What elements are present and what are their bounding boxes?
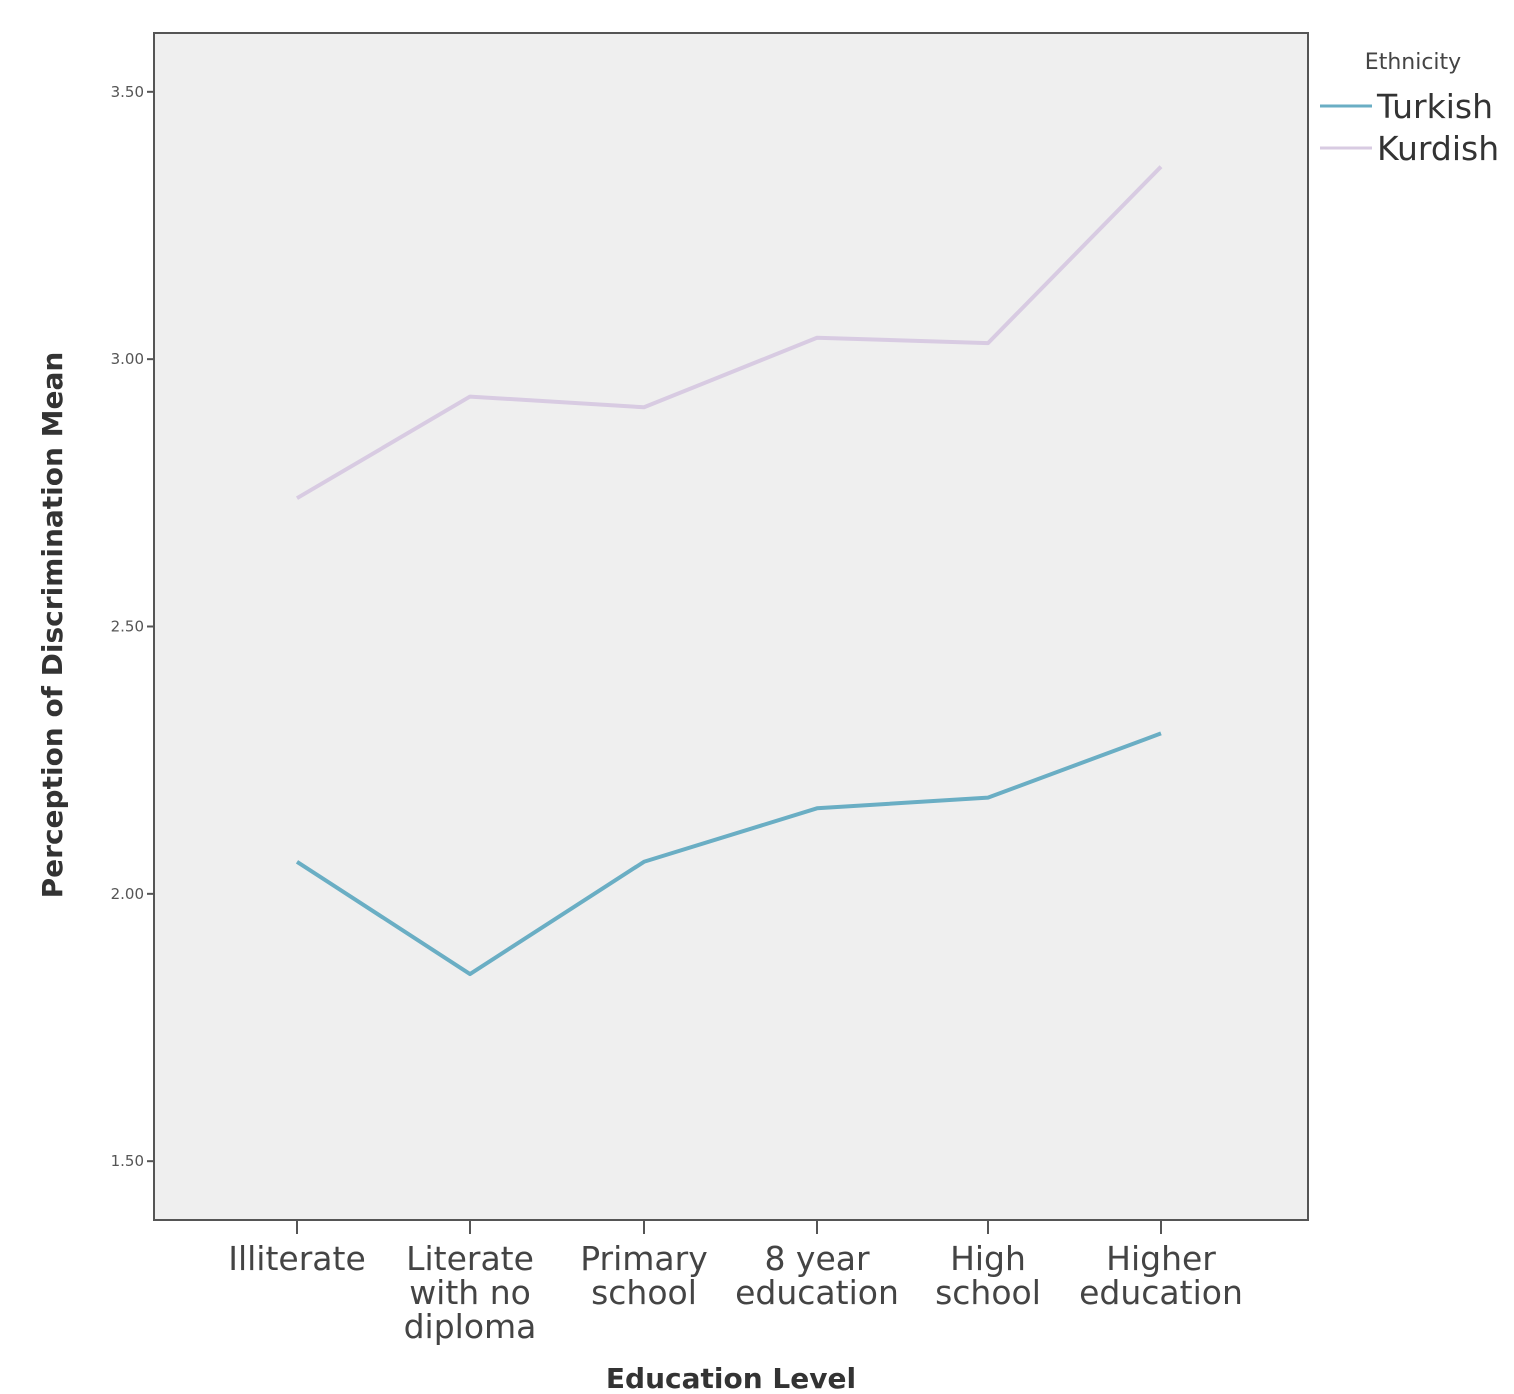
plot-area — [153, 32, 1309, 1221]
x-axis-title: Education Level — [606, 1362, 856, 1394]
x-tick-label: Literate — [406, 1239, 534, 1278]
legend: Ethnicity Turkish Kurdish — [1320, 50, 1499, 168]
x-tick-label: school — [935, 1273, 1041, 1312]
x-tick-label: with no — [409, 1273, 531, 1312]
x-tick-label: diploma — [404, 1307, 537, 1346]
x-tick-label: Primary — [580, 1239, 708, 1278]
legend-label-turkish: Turkish — [1376, 87, 1493, 126]
y-axis-title: Perception of Discrimination Mean — [36, 352, 69, 899]
x-tick-label: Higher — [1106, 1239, 1216, 1278]
y-tick-label: 1.50 — [111, 1152, 144, 1170]
x-tick-label: school — [591, 1273, 697, 1312]
legend-title: Ethnicity — [1365, 50, 1461, 75]
legend-label-kurdish: Kurdish — [1377, 129, 1499, 168]
y-tick-label: 2.50 — [111, 618, 144, 636]
y-tick-label: 2.00 — [111, 885, 144, 903]
series-line-kurdish — [295, 165, 1163, 500]
series-lines — [295, 165, 1163, 977]
x-tick-label: Illiterate — [228, 1239, 366, 1278]
y-tick-label: 3.50 — [111, 83, 144, 101]
y-tick-label: 3.00 — [111, 350, 144, 368]
x-tick-label: education — [1079, 1273, 1243, 1312]
x-tick-label: 8 year — [764, 1239, 870, 1278]
x-tick-label: High — [950, 1239, 1026, 1278]
x-tick-label: education — [735, 1273, 899, 1312]
y-axis: 1.50 2.00 2.50 3.00 3.50 — [111, 83, 154, 1170]
series-line-turkish — [295, 731, 1162, 977]
